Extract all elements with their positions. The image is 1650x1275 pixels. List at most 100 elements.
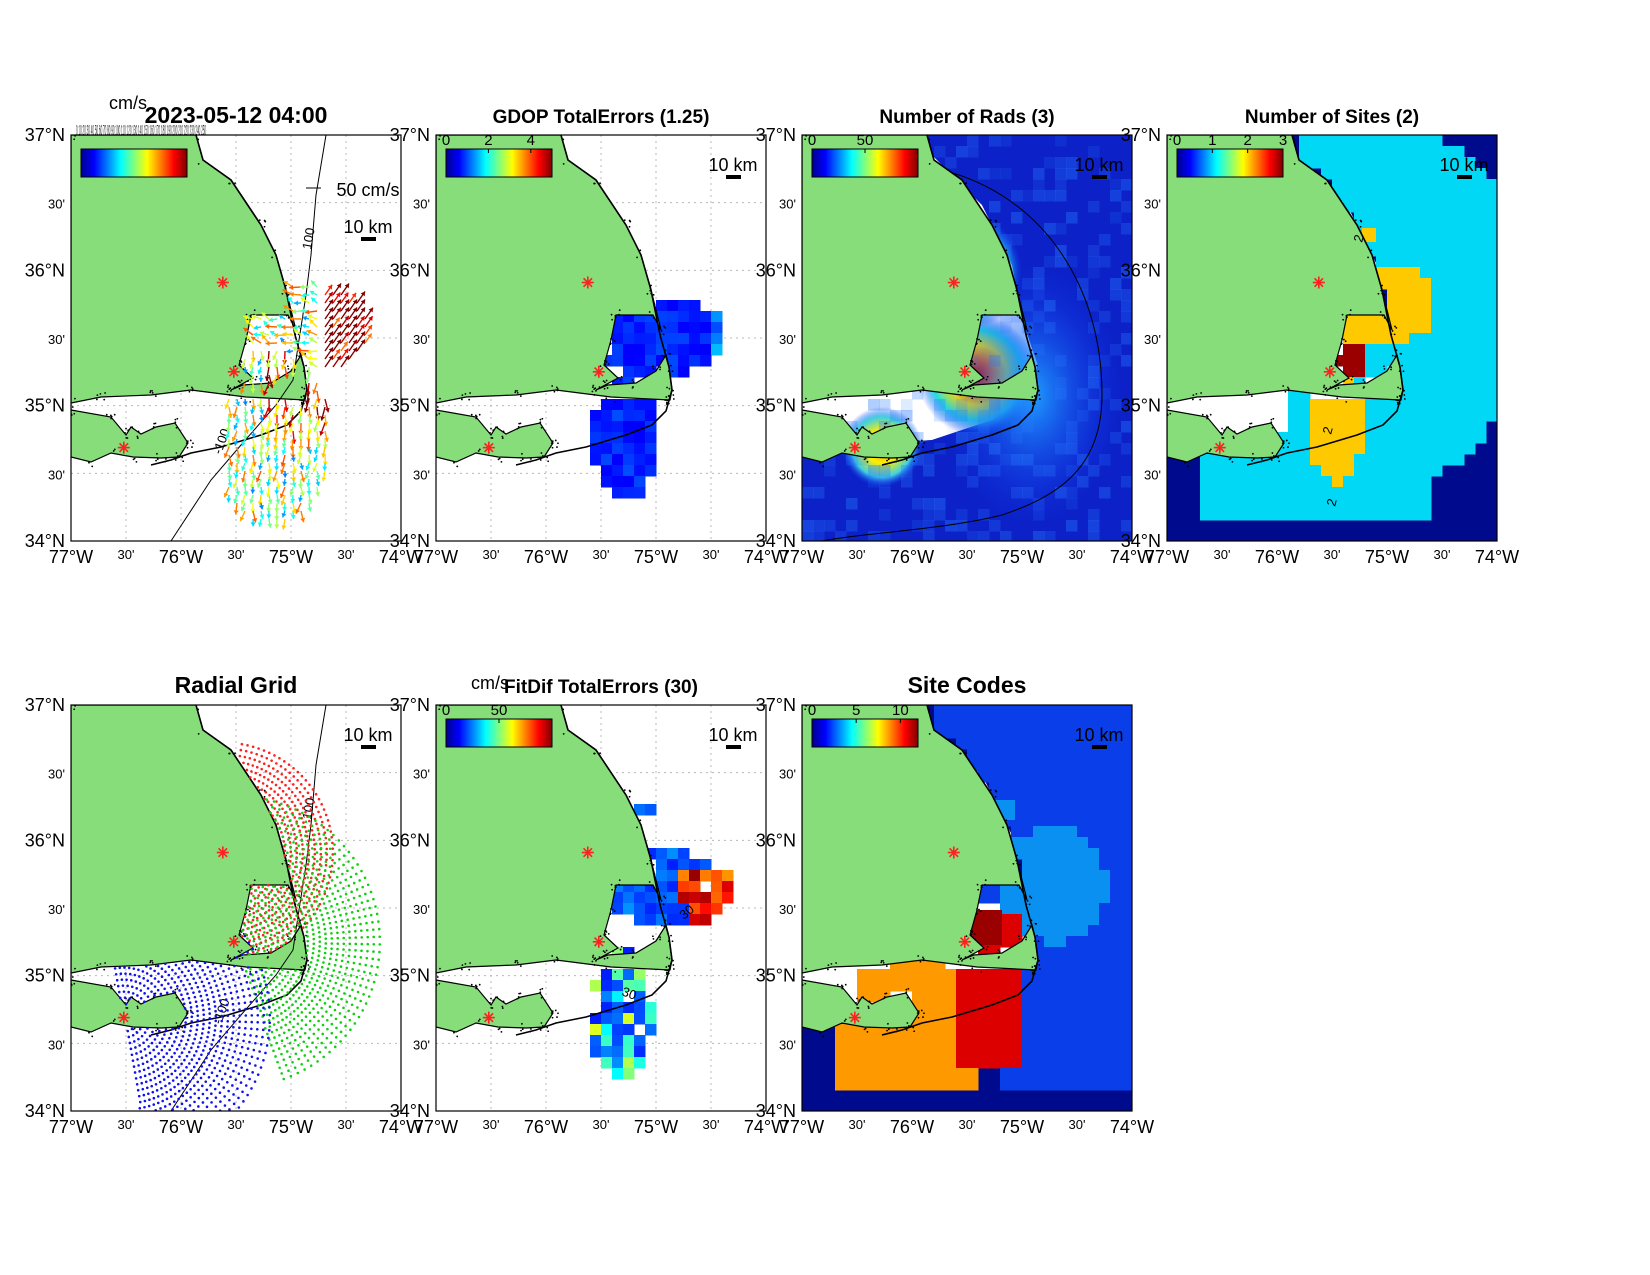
shore-dot	[249, 971, 252, 973]
field-cell	[978, 531, 990, 541]
shore-dot	[436, 406, 439, 408]
shore-dot	[614, 886, 617, 889]
shore-dot	[110, 987, 113, 990]
current-vector	[324, 299, 334, 312]
field-cell	[1022, 399, 1034, 411]
field-cell	[1332, 498, 1344, 510]
shore-dot	[240, 361, 243, 363]
field-cell	[1398, 476, 1410, 488]
radial-grid-point	[342, 930, 345, 934]
radial-grid-point	[273, 902, 277, 906]
field-cell	[1442, 234, 1454, 246]
field-cell	[667, 322, 679, 334]
vector-head	[290, 514, 296, 520]
field-cell	[1442, 410, 1454, 422]
shore-dot	[1398, 395, 1401, 397]
radial-grid-point	[234, 984, 237, 987]
field-cell	[1453, 157, 1465, 169]
radial-grid-point	[200, 1032, 204, 1035]
radial-grid-point	[246, 1047, 250, 1050]
radial-grid-point	[134, 1077, 138, 1080]
radial-grid-point	[168, 1048, 171, 1052]
radial-grid-point	[194, 1000, 198, 1003]
current-vector	[304, 470, 310, 480]
current-vector	[305, 309, 318, 315]
vector-head	[249, 484, 255, 489]
vector-head	[259, 409, 265, 415]
field-cell	[1453, 300, 1465, 312]
radial-grid-point	[147, 1104, 151, 1108]
radial-grid-point	[274, 1055, 277, 1058]
field-cell	[1464, 333, 1476, 345]
radial-grid-point	[317, 1019, 320, 1023]
field-cell	[1011, 454, 1023, 466]
radial-grid-point	[300, 1011, 304, 1014]
radial-grid-point	[300, 1027, 303, 1030]
vector-head	[299, 465, 305, 470]
radial-grid-point	[213, 1066, 217, 1070]
shore-dot	[1187, 465, 1190, 468]
vector-head	[299, 491, 305, 497]
current-vector	[253, 325, 262, 331]
radial-grid-point	[270, 1030, 274, 1034]
vector-head	[289, 316, 294, 322]
radial-grid-point	[304, 820, 308, 824]
radial-grid-point	[330, 1022, 334, 1026]
radial-grid-point	[339, 881, 342, 884]
field-cell	[634, 443, 646, 455]
radial-grid-point	[312, 1007, 315, 1010]
field-cell	[1453, 366, 1465, 378]
vector-head	[344, 323, 350, 329]
current-vector	[245, 319, 254, 328]
shore-dot	[1030, 349, 1033, 352]
radial-grid-point	[340, 983, 343, 987]
radial-grid-point	[167, 1059, 170, 1062]
shore-dot	[551, 385, 554, 387]
radial-grid-point	[239, 748, 243, 752]
radial-grid-point	[130, 985, 134, 989]
radial-grid-point	[261, 926, 264, 930]
vector-head	[297, 452, 303, 457]
vector-head	[261, 312, 267, 317]
radial-grid-point	[358, 894, 362, 898]
radial-grid-point	[308, 991, 312, 995]
field-cell	[656, 322, 668, 334]
field-cell	[623, 1046, 635, 1058]
radial-grid-point	[264, 920, 268, 924]
shore-dot	[267, 381, 270, 383]
radial-grid-point	[333, 852, 337, 856]
field-cell	[1409, 267, 1421, 279]
shore-dot	[281, 862, 284, 865]
radial-grid-point	[145, 965, 148, 968]
shore-dot	[672, 968, 675, 970]
lat-tick-label: 30'	[48, 1037, 65, 1052]
current-vector	[273, 430, 279, 442]
radial-grid-point	[307, 819, 311, 823]
field-cell	[1398, 201, 1410, 213]
radial-grid-point	[284, 1063, 288, 1067]
field-cell	[1299, 146, 1311, 158]
field-cell	[1431, 135, 1443, 147]
site-marker-stroke	[582, 277, 593, 288]
shore-dot	[604, 933, 607, 936]
radial-grid-point	[289, 1013, 292, 1016]
vector-head	[336, 299, 342, 305]
vector-head	[289, 284, 294, 290]
shore-dot	[550, 1012, 553, 1015]
radial-grid-point	[282, 943, 286, 947]
radial-grid-point	[270, 780, 274, 784]
radial-grid-point	[290, 790, 294, 794]
radial-grid-point	[142, 984, 146, 987]
field-cell	[1376, 443, 1388, 455]
shore-dot	[104, 392, 106, 394]
shore-dot	[916, 442, 919, 445]
radial-grid-point	[310, 847, 314, 850]
radial-grid-point	[365, 921, 368, 925]
radial-grid-point	[311, 1041, 314, 1044]
current-vector	[306, 349, 318, 355]
shore-dot	[477, 450, 480, 452]
radial-grid-point	[219, 1029, 223, 1033]
vector-head	[250, 489, 256, 494]
site-marker	[1213, 441, 1226, 454]
radial-grid-point	[283, 1009, 287, 1013]
